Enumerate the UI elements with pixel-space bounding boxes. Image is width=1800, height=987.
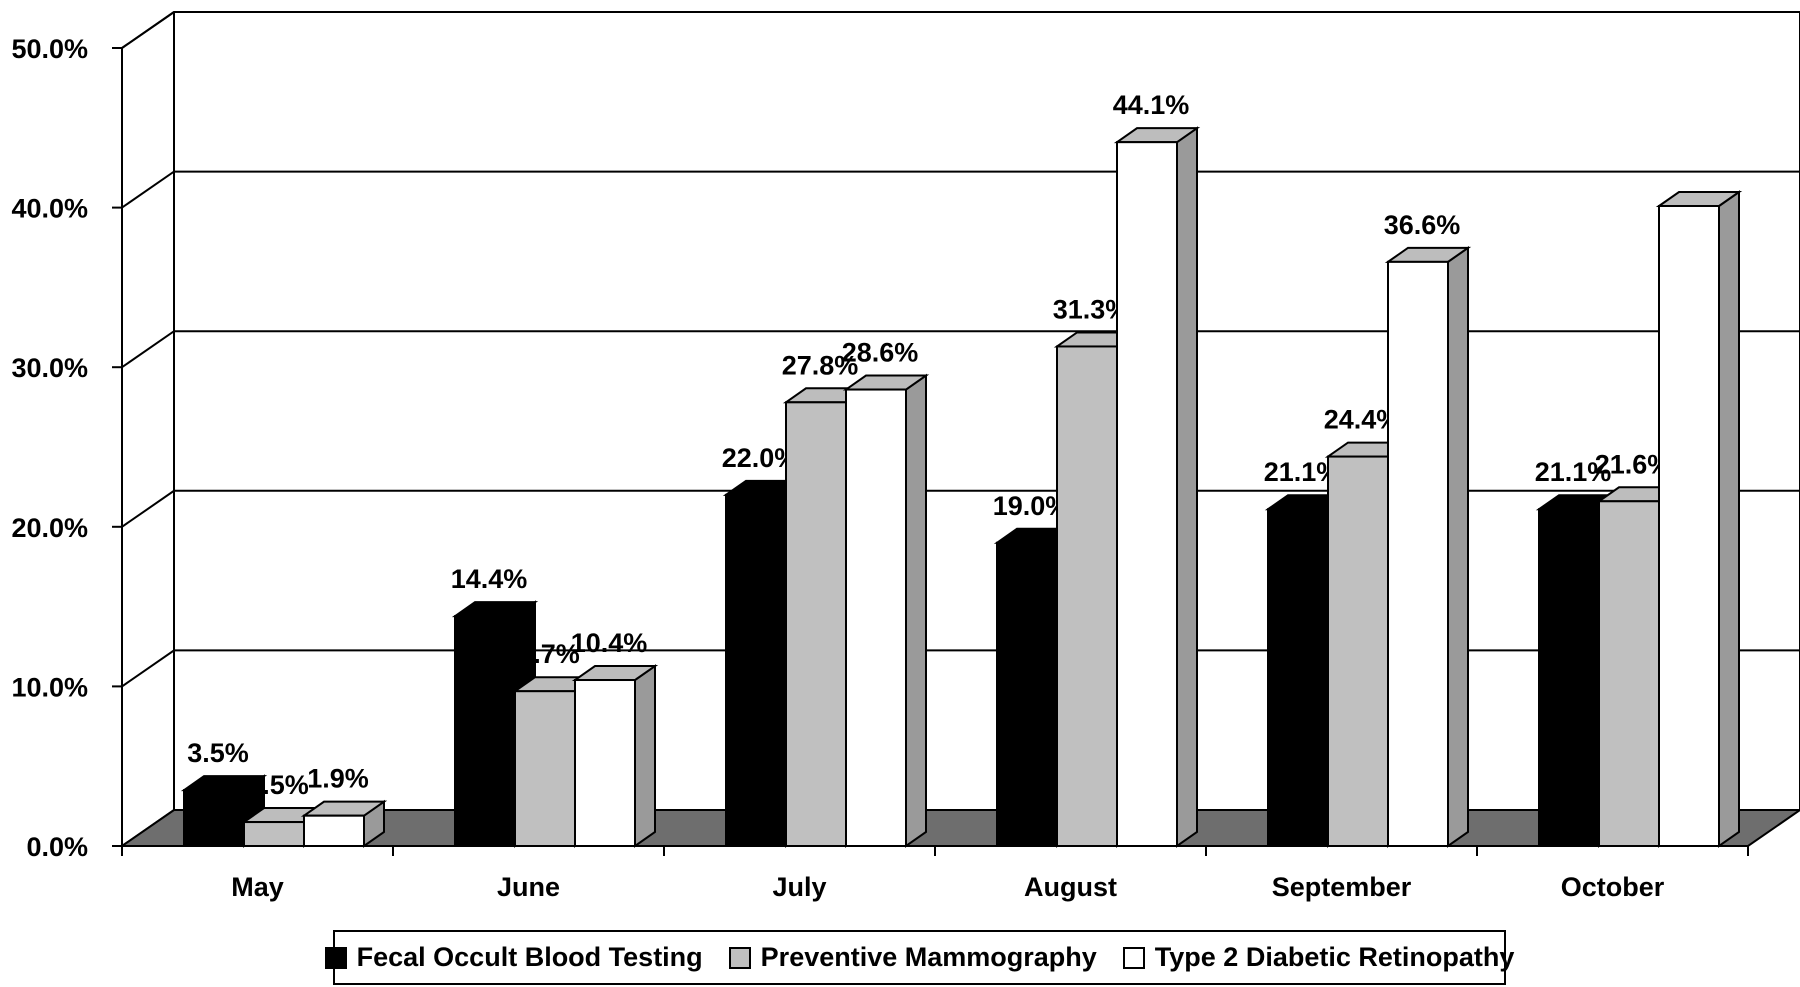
legend-item-mammography: Preventive Mammography [728,942,1097,973]
bar-side [1447,245,1469,848]
bar [785,401,847,847]
legend-item-fecal: Fecal Occult Blood Testing [324,942,703,973]
bar [1387,260,1449,847]
data-label: 10.4% [571,628,648,658]
bar [845,388,907,847]
y-tick-label: 40.0% [11,194,88,224]
data-label: 36.6% [1384,210,1461,240]
bar [1598,500,1660,847]
bar [1056,345,1118,847]
bar [1267,508,1329,847]
bar [514,690,576,847]
gridline [121,170,1800,209]
data-label: 28.6% [842,338,919,368]
bar [996,541,1058,847]
data-label: 27.8% [782,350,859,380]
chart-svg: 0.0% 10.0% 20.0% 30.0% 40.0% 50.0% May 3.5%1.5%… [11,11,1800,902]
data-label: 14.4% [451,564,528,594]
gridline [121,330,1800,369]
data-label: 1.5% [247,770,309,800]
x-tick-label: July [772,872,826,902]
bar [1658,205,1720,847]
bar-side [1718,190,1740,848]
y-tick-label: 30.0% [11,353,88,383]
y-tick-label: 0.0% [26,832,88,862]
bar-side [634,664,656,848]
bar [1116,141,1178,847]
x-tick-label: June [497,872,560,902]
y-tick-label: 50.0% [11,34,88,64]
bar [303,814,365,848]
y-axis-top-edge [121,11,175,49]
legend-label-mammography: Preventive Mammography [760,942,1097,972]
legend-swatch-mammography [728,946,751,969]
bar-side [1176,126,1198,848]
data-label: 3.5% [187,738,249,768]
bar [454,615,516,848]
bar [574,679,636,847]
bar [243,821,305,847]
y-tick-label: 10.0% [11,672,88,702]
data-label: 21.1% [1535,457,1612,487]
legend-swatch-retinopathy [1122,946,1145,969]
legend-swatch-fecal [324,946,347,969]
x-tick-label: August [1024,872,1117,902]
bar [725,493,787,847]
data-label: 9.7% [518,639,580,669]
y-tick-label: 20.0% [11,513,88,543]
bar [183,789,245,848]
bar [1327,455,1389,847]
x-tick-label: September [1272,872,1412,902]
bar [1538,508,1600,847]
data-label: 44.1% [1113,90,1190,120]
x-tick-label: October [1561,872,1665,902]
gridline [121,11,1800,49]
legend-item-retinopathy: Type 2 Diabetic Retinopathy [1122,942,1515,973]
legend-label-fecal: Fecal Occult Blood Testing [356,942,703,972]
bar-side [905,373,927,848]
legend: Fecal Occult Blood Testing Preventive Ma… [324,930,1514,985]
legend-label-retinopathy: Type 2 Diabetic Retinopathy [1154,942,1515,972]
x-tick-label: May [231,872,284,902]
data-label: 1.9% [307,764,369,794]
